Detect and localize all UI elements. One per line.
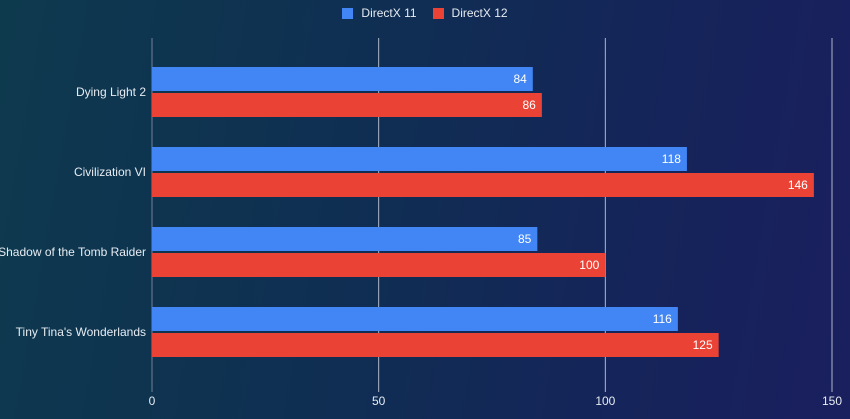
legend-swatch-dx12 [432, 7, 444, 19]
legend-item-dx12[interactable]: DirectX 12 [432, 6, 508, 20]
legend-item-dx11[interactable]: DirectX 11 [342, 6, 417, 20]
category-label: Tiny Tina's Wonderlands [16, 325, 146, 339]
data-label: 125 [693, 338, 713, 352]
legend-label-dx12: DirectX 12 [451, 6, 508, 20]
x-tick-label: 100 [595, 394, 615, 408]
category-label: Shadow of the Tomb Raider [0, 245, 146, 259]
category-label: Dying Light 2 [76, 85, 146, 99]
bar-dx12 [152, 93, 542, 117]
data-label: 146 [788, 178, 808, 192]
legend: DirectX 11 DirectX 12 [0, 6, 850, 20]
x-tick-label: 0 [149, 394, 156, 408]
data-label: 118 [662, 152, 681, 166]
legend-label-dx11: DirectX 11 [361, 6, 417, 20]
data-label: 84 [513, 72, 527, 86]
bar-dx11 [152, 67, 533, 91]
bar-dx11 [152, 307, 678, 331]
data-label: 116 [653, 312, 672, 326]
bar-dx12 [152, 333, 719, 357]
bar-dx12 [152, 253, 606, 277]
bar-dx11 [152, 147, 687, 171]
data-label: 86 [523, 98, 537, 112]
x-tick-label: 50 [372, 394, 386, 408]
data-label: 85 [518, 232, 532, 246]
x-tick-label: 150 [822, 394, 842, 408]
data-label: 100 [579, 258, 599, 272]
legend-swatch-dx11 [342, 7, 354, 19]
category-label: Civilization VI [74, 165, 146, 179]
bar-dx12 [152, 173, 814, 197]
bar-dx11 [152, 227, 538, 251]
